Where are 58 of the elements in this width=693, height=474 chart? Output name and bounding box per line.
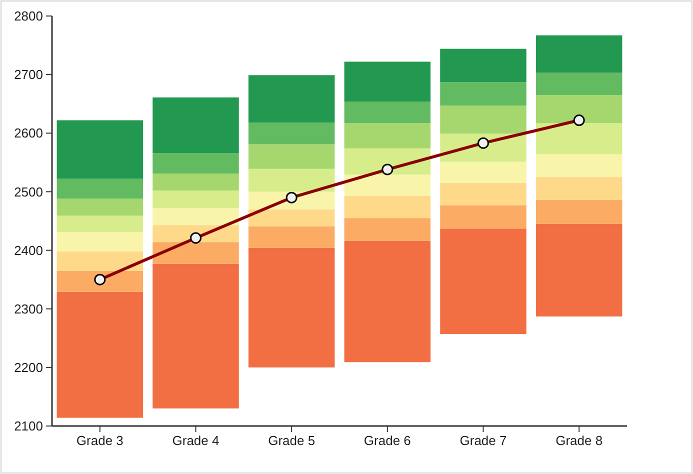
bar (440, 48, 526, 82)
bar (344, 218, 431, 241)
bar (56, 120, 144, 179)
y-tick-label: 2400 (14, 242, 43, 258)
bar (344, 174, 431, 196)
bar (344, 196, 431, 218)
x-tick-label: Grade 8 (556, 433, 603, 448)
bar (536, 72, 622, 96)
bar (440, 106, 526, 134)
bar (152, 190, 239, 208)
bar (344, 102, 431, 124)
bar (344, 240, 431, 362)
bar (56, 178, 144, 199)
bar (248, 75, 335, 123)
bar (152, 242, 239, 264)
y-tick-label: 2600 (14, 126, 43, 141)
bar (440, 162, 526, 183)
bar (152, 264, 239, 408)
bar (248, 248, 335, 368)
y-tick-label: 2700 (14, 67, 43, 82)
y-tick-label: 2500 (14, 184, 43, 200)
bar (152, 153, 239, 174)
bar (248, 144, 335, 169)
bar (536, 154, 622, 178)
bar (536, 35, 622, 73)
x-tick-label: Grade 4 (172, 433, 220, 448)
y-tick-label: 2200 (14, 360, 43, 375)
bar (440, 182, 526, 206)
bar (248, 122, 335, 144)
bar (152, 174, 239, 191)
bar (344, 123, 431, 148)
bar (152, 97, 239, 154)
bar (440, 205, 526, 229)
y-tick-label: 2100 (14, 418, 43, 434)
x-tick-label: Grade 3 (76, 433, 124, 448)
y-tick-label: 2800 (14, 8, 43, 24)
bar (536, 200, 622, 224)
bar (344, 62, 431, 102)
bar (536, 123, 622, 154)
bar (248, 209, 335, 226)
bar (152, 208, 239, 226)
x-tick-label: Grade 6 (364, 433, 411, 448)
bar (536, 95, 622, 124)
y-tick-label: 2300 (14, 301, 43, 316)
bar (536, 177, 622, 200)
bar (536, 224, 622, 316)
bar (56, 270, 144, 292)
bar (56, 251, 144, 271)
bar (248, 168, 335, 192)
bar (440, 228, 526, 334)
bar (56, 216, 144, 232)
bar (440, 82, 526, 106)
x-tick-label: Grade 7 (460, 433, 507, 448)
bar (56, 232, 144, 252)
x-tick-label: Grade 5 (268, 433, 316, 448)
bar (56, 198, 144, 216)
bar (56, 292, 144, 418)
bar (248, 226, 335, 248)
